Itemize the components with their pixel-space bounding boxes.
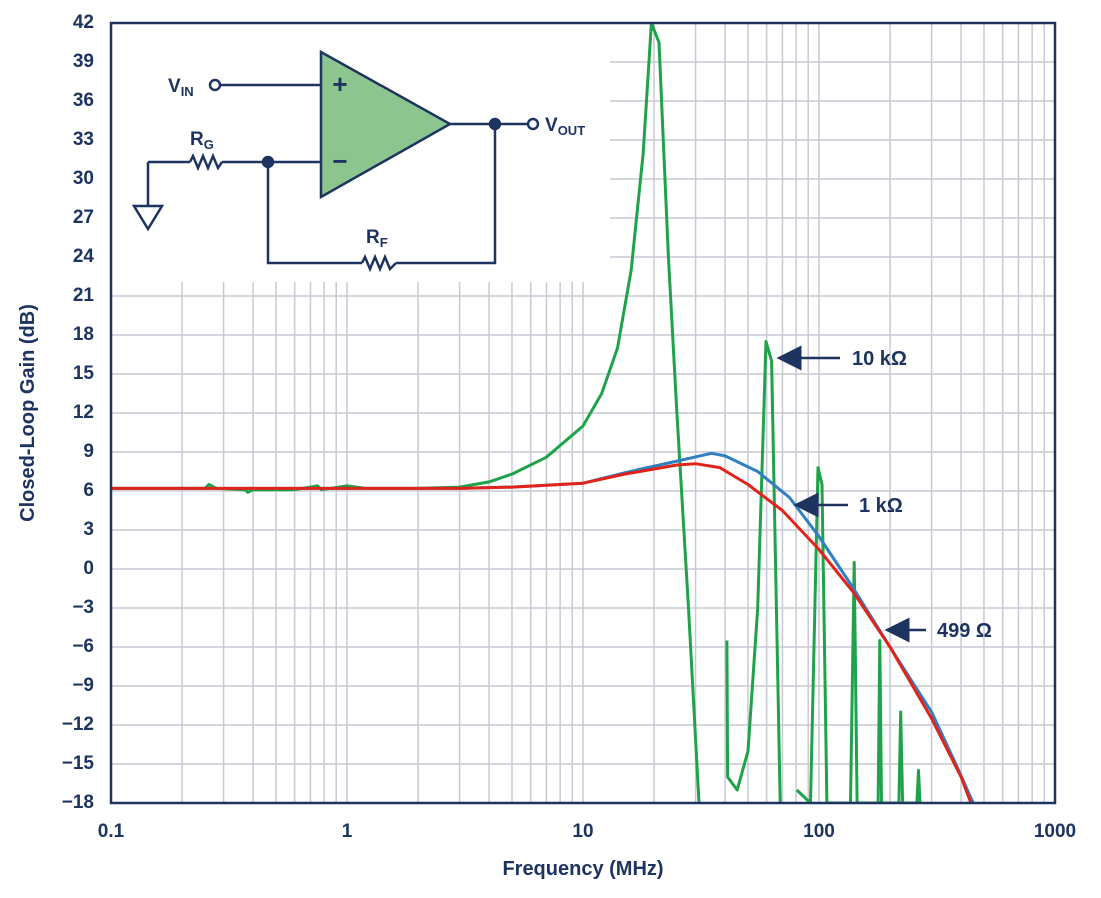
y-tick-label: −12 bbox=[62, 714, 94, 735]
annotation: 499 Ω bbox=[937, 620, 992, 642]
ground bbox=[131, 204, 165, 232]
y-tick-label: 42 bbox=[73, 12, 94, 33]
y-tick-label: 24 bbox=[73, 246, 95, 267]
y-tick-label: 3 bbox=[83, 519, 94, 540]
x-tick-label: 10 bbox=[572, 821, 593, 842]
x-tick-label: 1000 bbox=[1034, 821, 1076, 842]
y-tick-label: −6 bbox=[72, 636, 94, 657]
vin-label: VIN bbox=[168, 76, 194, 99]
vin-sub: IN bbox=[181, 84, 194, 99]
rf-sub: F bbox=[380, 235, 388, 250]
vout-main: V bbox=[545, 115, 558, 136]
y-tick-label: 39 bbox=[73, 51, 94, 72]
node bbox=[261, 155, 275, 169]
schematic bbox=[131, 49, 540, 273]
annotation: 1 kΩ bbox=[859, 495, 903, 517]
y-tick-label: −9 bbox=[72, 675, 94, 696]
x-axis-label: Frequency (MHz) bbox=[502, 858, 663, 880]
resistor-rf bbox=[360, 253, 397, 273]
y-tick-label: 21 bbox=[73, 285, 95, 306]
plot-frame bbox=[109, 21, 1057, 805]
minus-sign: − bbox=[332, 146, 347, 176]
rg-main: R bbox=[190, 129, 204, 150]
node bbox=[488, 117, 502, 131]
annotation: 10 kΩ bbox=[852, 348, 907, 370]
op-amp bbox=[319, 49, 453, 200]
y-tick-label: 33 bbox=[73, 129, 94, 150]
series-line bbox=[111, 462, 973, 804]
y-tick-label: 6 bbox=[83, 480, 94, 501]
x-tick-label: 100 bbox=[803, 821, 835, 842]
y-tick-label: 9 bbox=[83, 441, 94, 462]
rg-label: RG bbox=[190, 129, 214, 152]
rf-label: RF bbox=[366, 227, 388, 250]
plus-sign: + bbox=[332, 69, 347, 99]
vout-terminal bbox=[526, 117, 540, 131]
y-tick-label: 36 bbox=[73, 90, 94, 111]
y-axis-label: Closed-Loop Gain (dB) bbox=[17, 304, 39, 522]
rf-main: R bbox=[366, 227, 380, 248]
x-tick-label: 1 bbox=[342, 821, 353, 842]
y-tick-label: 12 bbox=[73, 402, 94, 423]
y-tick-label: 30 bbox=[73, 168, 94, 189]
vout-sub: OUT bbox=[558, 123, 586, 138]
y-tick-label: −18 bbox=[62, 792, 94, 813]
y-tick-label: −3 bbox=[72, 597, 94, 618]
x-tick-label: 0.1 bbox=[98, 821, 125, 842]
y-tick-label: 18 bbox=[73, 324, 94, 345]
vin-main: V bbox=[168, 76, 181, 97]
resistor-rg bbox=[188, 152, 224, 172]
y-tick-label: 0 bbox=[83, 558, 94, 579]
vout-label: VOUT bbox=[545, 115, 585, 138]
vin-terminal bbox=[208, 78, 222, 92]
y-tick-label: 27 bbox=[73, 207, 94, 228]
y-tick-label: 15 bbox=[73, 363, 95, 384]
rg-sub: G bbox=[204, 137, 214, 152]
y-tick-label: −15 bbox=[62, 753, 95, 774]
